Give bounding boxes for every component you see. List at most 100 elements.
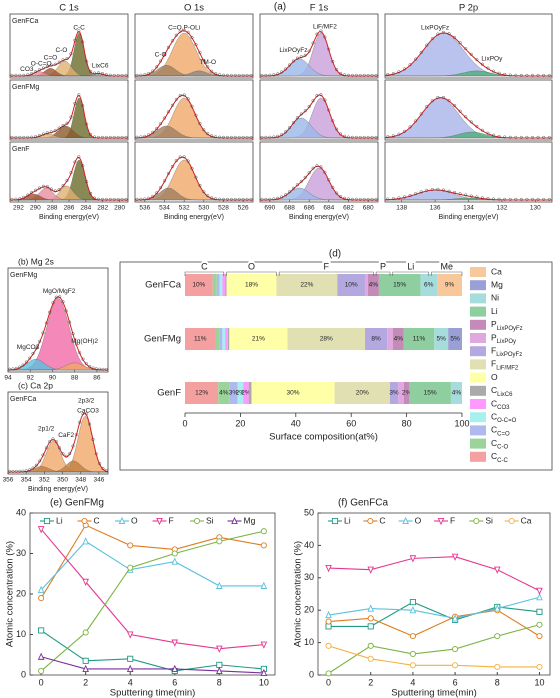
bar-segment	[225, 274, 227, 296]
spectrum-point	[547, 135, 551, 139]
data-point	[367, 517, 374, 525]
spectrum-point	[272, 73, 276, 77]
spectrum-point	[139, 135, 143, 139]
y-tick-label: 50	[304, 507, 314, 517]
spectrum-point	[268, 135, 272, 139]
spectrum-point	[264, 135, 268, 139]
legend-label: Li	[56, 515, 63, 525]
x-tick-label: 10	[259, 677, 269, 687]
legend-label: O	[491, 372, 498, 382]
peak-label: MgO/MgF2	[43, 288, 76, 295]
legend-swatch	[470, 333, 486, 343]
spectrum-point	[10, 197, 14, 201]
spectrum-point	[81, 412, 85, 416]
spectrum-point	[397, 132, 401, 136]
y-axis-label: Atomic concentration (%)	[293, 541, 304, 647]
legend-label: Li	[344, 515, 351, 525]
x-tick-label: 86	[93, 375, 101, 382]
spectrum-point	[100, 135, 104, 139]
spectrum-point	[108, 73, 112, 77]
spectrum-point	[402, 129, 406, 133]
spectrum-point	[514, 73, 518, 77]
bar-segment	[237, 382, 244, 404]
bar-segment	[450, 382, 462, 404]
spectrum-point	[81, 357, 85, 361]
spectrum-point	[166, 45, 170, 49]
group-label: Me	[441, 261, 454, 271]
spectrum-point	[264, 197, 268, 201]
spectrum-point	[93, 71, 97, 75]
spectrum-point	[206, 194, 210, 198]
bar-segment	[287, 328, 366, 350]
spectrum-point	[61, 123, 65, 127]
spectrum-point	[28, 356, 32, 360]
spectrum-point	[143, 134, 147, 138]
spectrum-point	[276, 134, 280, 138]
panel-title: P 2p	[459, 3, 478, 14]
y-tick-label: 20	[16, 588, 26, 598]
spectrum-point	[408, 193, 412, 197]
y-tick-label: 10	[16, 629, 26, 639]
spectrum-point	[464, 193, 468, 197]
spectrum-point	[425, 105, 429, 109]
spectrum-point	[299, 179, 303, 183]
legend-swatch	[470, 319, 486, 330]
spectrum-point	[88, 422, 92, 426]
spectrum-point	[402, 195, 406, 199]
bar-segment	[248, 382, 252, 404]
spectrum-point	[319, 165, 323, 169]
x-tick-label: 280	[114, 205, 125, 212]
x-tick-label: 284	[80, 205, 91, 212]
data-point	[127, 564, 134, 571]
spectrum-point	[408, 125, 412, 129]
spectrum-point	[174, 33, 178, 37]
x-tick-label: 686	[304, 205, 315, 212]
x-tick-label: 92	[27, 375, 35, 382]
peak-label: 2p3/2	[78, 397, 95, 404]
value-label: 10%	[345, 282, 358, 289]
spectrum-point	[436, 32, 440, 36]
spectrum-point	[276, 196, 280, 200]
bar-segment	[365, 274, 368, 296]
spectrum-point	[61, 184, 65, 188]
legend-swatch	[470, 346, 486, 357]
spectrum-point	[441, 30, 445, 34]
spectrum-point	[241, 73, 245, 77]
bar-segment	[227, 328, 230, 350]
spectrum-point	[84, 362, 88, 366]
spectrum-point	[45, 131, 49, 135]
x-tick-label: 536	[139, 205, 150, 212]
data-point	[451, 553, 459, 561]
x-tick-label: 282	[97, 205, 108, 212]
spectrum-point	[18, 365, 22, 369]
spectrum-point	[14, 135, 18, 139]
fit-envelope	[8, 296, 108, 371]
data-point	[367, 615, 374, 622]
x-axis-label: Sputtering time(min)	[391, 688, 477, 698]
value-label: 8%	[371, 336, 381, 343]
spectrum-point	[53, 128, 57, 132]
spectrum-point	[45, 185, 49, 189]
spectrum-point	[139, 197, 143, 201]
y-tick-label: 10	[304, 637, 314, 647]
bar-segment	[409, 382, 451, 404]
chart-title: (f) GenFCa	[338, 498, 388, 509]
x-axis-label: Binding energy(eV)	[39, 214, 99, 221]
spectrum-point	[61, 58, 65, 62]
group-bracket	[392, 271, 430, 276]
spectrum-point	[182, 155, 186, 159]
spectrum-point	[327, 108, 331, 112]
spectrum-point	[190, 104, 194, 108]
spectrum-point	[358, 73, 362, 77]
spectrum-point	[210, 134, 214, 138]
x-tick-label: 532	[179, 205, 190, 212]
spectrum-point	[139, 73, 143, 77]
spectrum-point	[295, 56, 299, 60]
spectrum-point	[221, 73, 225, 77]
bar-segment	[434, 328, 449, 350]
spectrum-point	[18, 197, 22, 201]
spectrum-point	[77, 29, 81, 33]
legend-label: O	[131, 515, 138, 525]
spectrum-point	[198, 183, 202, 187]
y-axis-label: Atomic concentration (%)	[5, 541, 16, 647]
